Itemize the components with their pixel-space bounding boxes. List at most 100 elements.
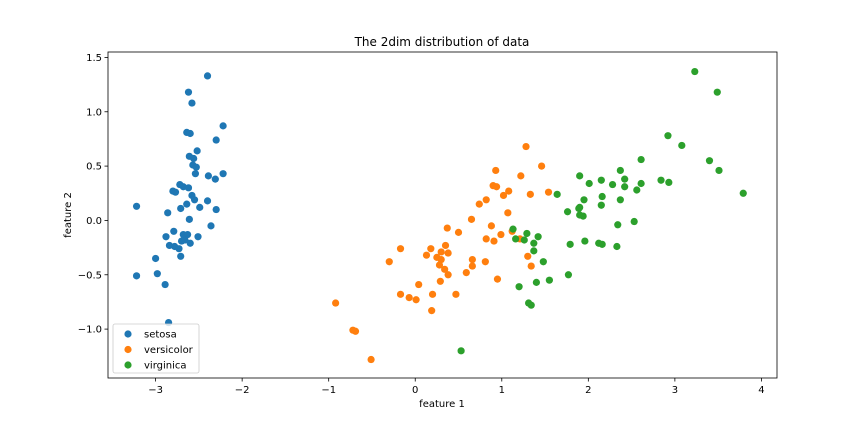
virginica-point-6 (715, 166, 723, 175)
points-layer (132, 67, 747, 364)
versicolor-point-8 (544, 188, 553, 196)
versicolor-point-7 (517, 172, 525, 180)
y-tick-label-0: −1.0 (78, 325, 102, 336)
setosa-point-18 (184, 184, 193, 192)
setosa-point-12 (191, 170, 200, 178)
setosa-point-31 (170, 227, 178, 235)
virginica-point-18 (553, 190, 561, 198)
versicolor-point-6 (505, 187, 513, 195)
y-tick-label-5: 1.5 (86, 53, 102, 64)
virginica-point-10 (657, 176, 665, 184)
x-tick-label-2: −1 (321, 385, 336, 396)
virginica-point-49 (527, 301, 535, 309)
setosa-point-0 (203, 72, 212, 80)
versicolor-point-27 (422, 251, 431, 259)
virginica-point-32 (523, 229, 531, 238)
y-tick-label-2: 0.0 (86, 216, 102, 227)
x-tick-label-3: 0 (412, 385, 418, 396)
versicolor-point-36 (441, 265, 449, 273)
setosa-point-1 (184, 88, 193, 96)
virginica-point-46 (532, 278, 541, 286)
y-tick-label-3: 0.5 (86, 162, 102, 173)
virginica-point-1 (713, 88, 721, 96)
versicolor-point-12 (467, 215, 476, 223)
setosa-point-23 (203, 197, 212, 205)
versicolor-point-43 (396, 290, 405, 298)
virginica-point-23 (597, 201, 605, 209)
versicolor-point-29 (437, 255, 445, 264)
setosa-point-6 (212, 136, 220, 144)
versicolor-point-17 (497, 230, 505, 239)
virginica-point-29 (630, 217, 638, 226)
legend-frame (112, 323, 200, 374)
versicolor-point-31 (462, 268, 470, 277)
setosa-point-29 (185, 215, 193, 223)
virginica-point-7 (616, 166, 624, 175)
legend-marker-virginica (124, 361, 132, 369)
virginica-point-44 (564, 271, 573, 279)
versicolor-point-37 (444, 271, 452, 279)
setosa-point-34 (162, 233, 170, 241)
virginica-point-30 (614, 221, 622, 229)
versicolor-point-9 (482, 196, 490, 204)
setosa-point-46 (132, 272, 141, 280)
setosa-point-47 (161, 280, 169, 289)
setosa-point-35 (194, 233, 202, 241)
virginica-point-13 (608, 180, 617, 189)
virginica-point-47 (515, 283, 523, 291)
setosa-point-27 (212, 205, 220, 214)
setosa-point-2 (188, 99, 196, 107)
setosa-point-33 (184, 230, 192, 239)
x-tick-label-7: 4 (758, 385, 764, 396)
legend-label-versicolor: versicolor (144, 345, 194, 356)
virginica-point-42 (530, 247, 538, 255)
setosa-point-20 (171, 188, 180, 196)
setosa-point-30 (207, 222, 215, 230)
versicolor-point-40 (527, 262, 535, 270)
chart-title: The 2dim distribution of data (354, 35, 530, 49)
virginica-point-38 (566, 240, 574, 248)
setosa-point-4 (186, 129, 194, 138)
setosa-point-38 (186, 239, 194, 247)
versicolor-point-16 (454, 228, 463, 236)
virginica-point-17 (585, 179, 593, 188)
plot-area-frame (107, 51, 778, 379)
versicolor-point-19 (482, 235, 490, 243)
virginica-point-3 (678, 141, 686, 150)
versicolor-point-52 (367, 355, 375, 364)
virginica-point-12 (637, 179, 645, 188)
setosa-point-37 (177, 237, 186, 245)
versicolor-point-13 (504, 209, 512, 217)
versicolor-point-22 (441, 241, 450, 250)
versicolor-point-51 (351, 327, 360, 335)
versicolor-point-38 (436, 277, 444, 285)
virginica-point-4 (637, 155, 645, 164)
virginica-point-21 (616, 196, 624, 204)
virginica-point-5 (705, 157, 714, 165)
virginica-point-28 (579, 212, 587, 220)
x-tick-label-4: 1 (499, 385, 505, 396)
virginica-point-37 (581, 237, 589, 245)
versicolor-point-44 (405, 293, 413, 302)
setosa-point-41 (175, 245, 183, 253)
y-axis: −1.0 −0.5 0.0 0.5 1.0 1.5 (78, 53, 108, 336)
setosa-point-22 (190, 196, 199, 204)
virginica-point-26 (563, 208, 572, 216)
versicolor-point-1 (492, 166, 500, 175)
setosa-point-13 (219, 170, 227, 178)
versicolor-point-20 (490, 237, 498, 245)
virginica-point-16 (576, 172, 584, 180)
versicolor-point-39 (493, 275, 502, 283)
setosa-point-43 (132, 202, 141, 210)
virginica-point-22 (580, 196, 588, 204)
x-tick-label-1: −2 (235, 385, 250, 396)
versicolor-point-30 (468, 255, 476, 264)
versicolor-point-48 (428, 307, 436, 315)
setosa-point-28 (164, 209, 172, 217)
virginica-point-20 (598, 192, 606, 201)
setosa-point-5 (219, 122, 227, 130)
legend-marker-versicolor (124, 345, 132, 354)
versicolor-point-25 (437, 248, 445, 256)
virginica-point-19 (739, 189, 747, 197)
